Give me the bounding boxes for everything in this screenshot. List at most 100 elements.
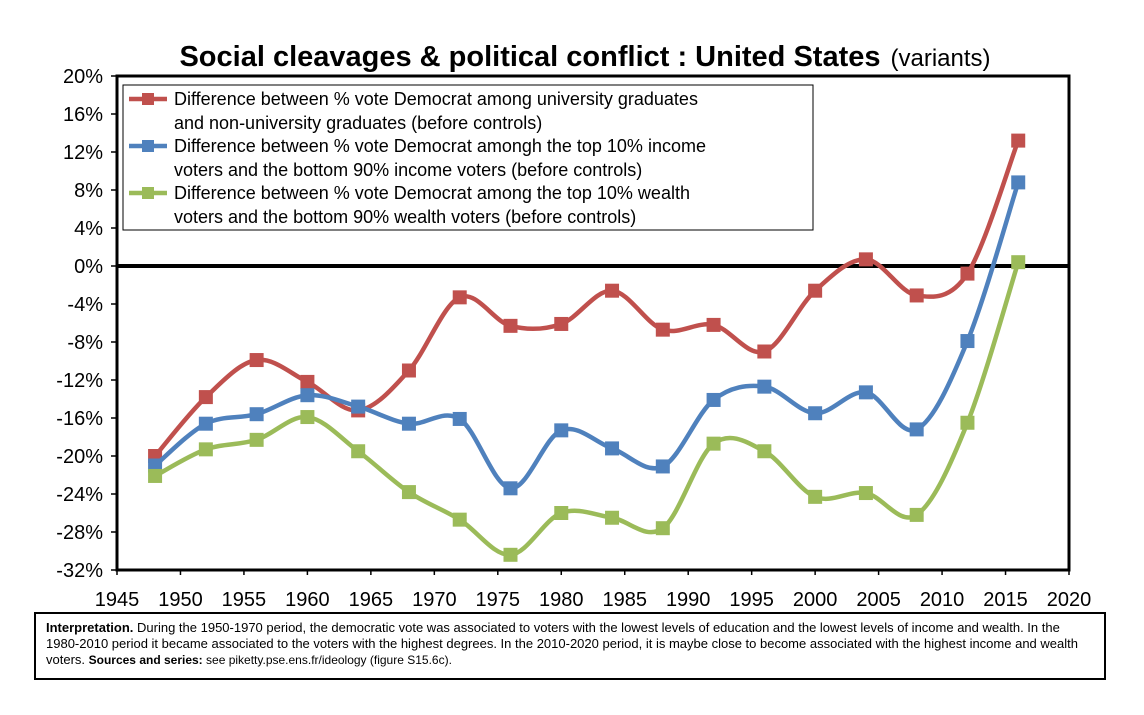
x-tick-label: 1980 — [539, 589, 584, 611]
y-tick-label: -16% — [56, 408, 103, 430]
x-tick-label: 2000 — [793, 589, 838, 611]
chart-title-main: Social cleavages & political conflict : … — [179, 41, 880, 73]
x-tick-label: 2015 — [983, 589, 1028, 611]
y-tick-label: -4% — [67, 294, 103, 316]
series-1-point — [198, 390, 213, 405]
y-tick-label: 12% — [63, 142, 103, 164]
y-tick-label: -24% — [56, 484, 103, 506]
sources-label: Sources and series: — [88, 653, 203, 667]
series-3-point — [706, 436, 721, 451]
x-tick-label: 1960 — [285, 589, 330, 611]
series-3-point — [148, 468, 163, 483]
series-1-point — [452, 290, 467, 305]
chart-title: Social cleavages & political conflict : … — [179, 41, 990, 73]
series-2-point — [300, 388, 315, 403]
series-1-point — [706, 317, 721, 332]
y-tick-label: -12% — [56, 370, 103, 392]
series-1-point — [249, 353, 264, 368]
series-3-point — [452, 512, 467, 527]
series-2-point — [808, 406, 823, 421]
series-2-point — [554, 423, 569, 438]
series-3-point — [757, 444, 772, 459]
series-3-point — [858, 486, 873, 501]
series-2-point — [858, 385, 873, 400]
legend: Difference between % vote Democrat among… — [122, 84, 814, 231]
x-tick-label: 1970 — [412, 589, 457, 611]
y-tick-label: 20% — [63, 66, 103, 88]
series-1-point — [554, 316, 569, 331]
legend-label: voters and the bottom 90% wealth voters … — [174, 207, 636, 227]
x-tick-label: 2005 — [856, 589, 901, 611]
series-1-point — [1011, 133, 1026, 148]
series-1-point — [960, 266, 975, 281]
legend-label: Difference between % vote Democrat among… — [174, 136, 706, 156]
interpretation-note: Interpretation. During the 1950-1970 per… — [34, 612, 1106, 680]
series-1-point — [858, 252, 873, 267]
x-tick-label: 1975 — [476, 589, 521, 611]
series-2-point — [605, 441, 620, 456]
series-2-point — [351, 399, 366, 414]
series-3-point — [960, 415, 975, 430]
series-3-point — [909, 507, 924, 522]
chart: Social cleavages & political conflict : … — [56, 41, 1091, 611]
legend-label: and non-university graduates (before con… — [174, 113, 542, 133]
legend-label: voters and the bottom 90% income voters … — [174, 160, 642, 180]
note-text: During the 1950-1970 period, the democra… — [46, 620, 1078, 667]
series-3-point — [655, 521, 670, 536]
y-tick-label: 4% — [74, 218, 103, 240]
plot-area: 20% 16% 12% 8% 4% 0% -4% -8% -12% -16% -20% -24% -28… — [56, 66, 1091, 611]
x-tick-label: 1965 — [349, 589, 394, 611]
series-2-point — [401, 416, 416, 431]
series-2-point — [503, 481, 518, 496]
series-2-point — [757, 379, 772, 394]
legend-label: Difference between % vote Democrat among… — [174, 183, 690, 203]
series-3-point — [1011, 255, 1026, 270]
legend-marker-3 — [142, 187, 154, 199]
x-tick-label: 2020 — [1047, 589, 1092, 611]
y-tick-label: 0% — [74, 256, 103, 278]
series-2-point — [249, 407, 264, 422]
legend-box — [122, 84, 814, 231]
y-tick-label: -32% — [56, 560, 103, 582]
series-2-point — [960, 334, 975, 349]
series-3-point — [198, 442, 213, 457]
series-3-point — [605, 510, 620, 525]
series-1-point — [605, 283, 620, 298]
chart-subtitle: (variants) — [891, 45, 991, 72]
series-2-point — [706, 392, 721, 407]
series-2-point — [198, 416, 213, 431]
legend-marker-2 — [142, 140, 154, 152]
series-3-point — [249, 432, 264, 447]
y-tick-label: 16% — [63, 104, 103, 126]
y-tick-label: 8% — [74, 180, 103, 202]
series-3-point — [503, 547, 518, 562]
series-1-point — [503, 318, 518, 333]
x-tick-label: 2010 — [920, 589, 965, 611]
series-1-point — [808, 283, 823, 298]
x-tick-label: 1955 — [222, 589, 267, 611]
x-tick-label: 1995 — [729, 589, 774, 611]
series-1-point — [909, 288, 924, 303]
series-3-point — [808, 489, 823, 504]
series-2-point — [909, 422, 924, 437]
sources-text: see piketty.pse.ens.fr/ideology (figure … — [202, 653, 452, 667]
series-2-point — [452, 411, 467, 426]
y-tick-label: -28% — [56, 522, 103, 544]
series-3-point — [554, 506, 569, 520]
legend-marker-1 — [142, 93, 154, 105]
y-tick-label: -20% — [56, 446, 103, 468]
x-tick-label: 1990 — [666, 589, 711, 611]
series-1-point — [401, 363, 416, 378]
series-2-point — [655, 459, 670, 474]
note-label: Interpretation. — [46, 620, 134, 635]
series-1-point — [300, 374, 315, 389]
x-tick-label: 1950 — [158, 589, 203, 611]
series-3-point — [351, 444, 366, 459]
series-3-point — [300, 410, 315, 425]
y-tick-label: -8% — [67, 332, 103, 354]
series-1-point — [757, 344, 772, 359]
series-1-point — [655, 322, 670, 337]
x-tick-label: 1985 — [602, 589, 647, 611]
legend-label: Difference between % vote Democrat among… — [174, 89, 698, 109]
plot-frame — [115, 74, 1071, 572]
